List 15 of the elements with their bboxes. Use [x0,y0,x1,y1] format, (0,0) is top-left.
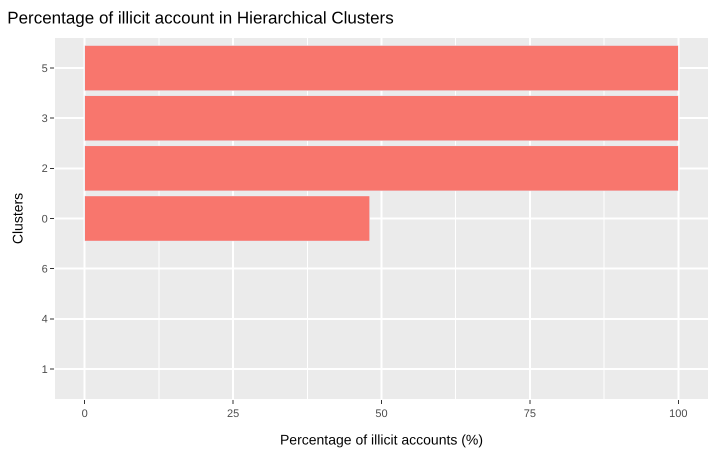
y-tick-label: 0 [42,213,48,226]
x-tick-label: 0 [82,408,88,420]
chart-title: Percentage of illicit account in Hierarchical Clusters [7,8,394,28]
y-tick-label: 1 [42,364,48,376]
x-tick-label: 25 [226,408,240,420]
y-tick-label: 6 [42,263,48,276]
y-tick-label: 5 [42,62,48,75]
x-tick-label: 50 [375,408,388,420]
x-tick-label: 100 [669,408,688,420]
y-tick-label: 4 [42,314,48,326]
y-tick-label: 3 [42,113,48,126]
y-axis-title: Clusters [9,192,26,244]
x-axis-title: Percentage of illicit accounts (%) [280,432,484,448]
x-tick-label: 75 [524,408,536,420]
y-tick-label: 2 [42,163,48,176]
